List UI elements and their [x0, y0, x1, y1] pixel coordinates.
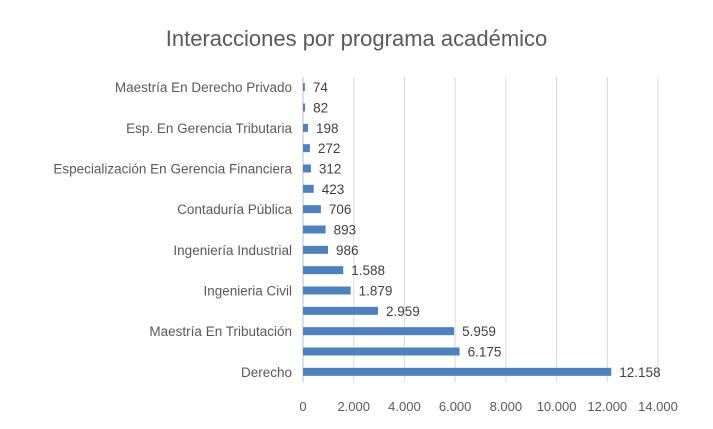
data-label: 1.588	[351, 263, 385, 278]
data-label: 272	[318, 141, 341, 156]
data-label: 82	[313, 101, 328, 116]
bar	[303, 306, 379, 315]
data-label: 5.959	[462, 324, 496, 339]
data-label: 12.158	[619, 365, 660, 380]
category-label: Maestría En Tributación	[149, 324, 292, 339]
x-tick-label: 0	[299, 399, 306, 414]
bar	[303, 164, 311, 173]
data-label: 986	[336, 243, 359, 258]
category-label: Especialización En Gerencia Financiera	[53, 162, 292, 177]
category-label: Ingeniería Industrial	[173, 243, 292, 258]
x-tick-label: 2.000	[337, 399, 370, 414]
bar	[303, 144, 310, 153]
data-label: 6.175	[468, 345, 502, 360]
bar	[303, 367, 612, 376]
category-label: Contaduría Pública	[177, 202, 292, 217]
bar	[303, 225, 326, 234]
bar	[303, 205, 321, 214]
x-tick-label: 4.000	[388, 399, 421, 414]
bar	[303, 245, 329, 254]
chart-title: Interacciones por programa académico	[165, 26, 548, 51]
bar	[303, 184, 314, 193]
data-label: 74	[313, 80, 329, 95]
x-tick-label: 8.000	[490, 399, 523, 414]
category-label: Maestría En Derecho Privado	[115, 80, 292, 95]
bar	[303, 347, 460, 356]
data-label: 1.879	[359, 284, 393, 299]
x-tick-label: 10.000	[537, 399, 577, 414]
bar	[303, 266, 344, 275]
bar	[303, 83, 305, 92]
x-tick-label: 6.000	[439, 399, 472, 414]
x-tick-label: 12.000	[587, 399, 627, 414]
data-label: 893	[334, 223, 357, 238]
data-label: 312	[319, 162, 342, 177]
data-label: 706	[329, 202, 352, 217]
category-label: Ingenieria Civil	[203, 284, 292, 299]
data-label: 198	[316, 121, 339, 136]
category-label: Esp. En Gerencia Tributaria	[126, 121, 292, 136]
bar	[303, 286, 351, 295]
x-tick-label: 14.000	[638, 399, 678, 414]
bar	[303, 327, 455, 336]
bar	[303, 103, 306, 112]
data-label: 423	[322, 182, 345, 197]
category-label: Derecho	[241, 365, 292, 380]
data-label: 2.959	[386, 304, 420, 319]
bar	[303, 123, 309, 132]
